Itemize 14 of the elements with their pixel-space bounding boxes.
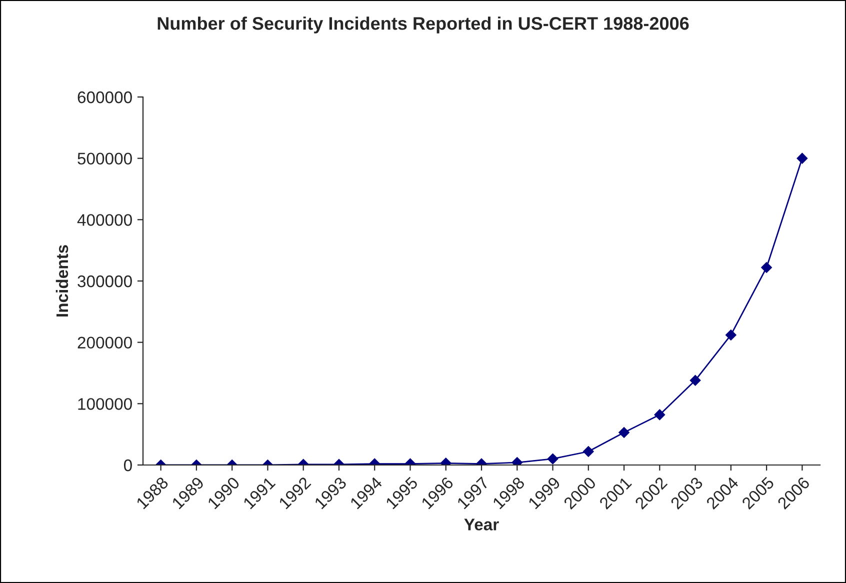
y-tick-label: 200000 — [78, 336, 132, 349]
y-axis-title: Incidents — [56, 245, 68, 316]
y-tick-label: 100000 — [78, 398, 132, 410]
point — [796, 152, 808, 164]
y-tick-label: 600000 — [78, 91, 132, 104]
point — [690, 374, 701, 386]
point — [725, 330, 736, 340]
x-axis-title: Year — [464, 518, 499, 530]
y-tick-label: 0 — [124, 459, 132, 472]
y-tick-label: 400000 — [77, 214, 132, 226]
y-tick-label: 300000 — [78, 275, 132, 288]
y-tick-label: 500000 — [78, 152, 132, 165]
chart-title: Number of Security Incidents Reported in US-CERT 1988-2006 — [158, 16, 689, 34]
point — [761, 262, 772, 273]
